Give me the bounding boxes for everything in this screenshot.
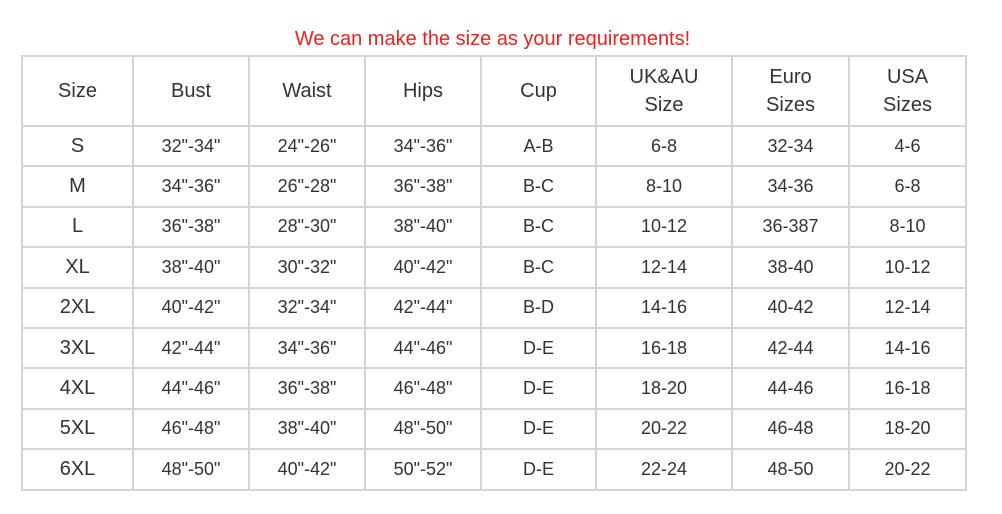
table-cell: 6-8	[848, 165, 967, 208]
table-cell: 2XL	[21, 286, 134, 329]
table-cell: B-D	[480, 286, 597, 329]
table-cell: 32"-34"	[132, 124, 250, 168]
table-cell: 18-20	[848, 407, 967, 451]
table-cell: 38"-40"	[132, 246, 250, 289]
table-cell: 32-34	[731, 124, 850, 168]
table-cell: 48"-50"	[132, 448, 250, 491]
table-cell: 32"-34"	[248, 286, 366, 329]
table-cell: 18-20	[595, 367, 733, 410]
table-cell: 40"-42"	[364, 246, 482, 289]
table-cell: B-C	[480, 165, 597, 208]
table-cell: 38-40	[731, 246, 850, 289]
table-row: 4XL 44"-46" 36"-38" 46"-48" D-E 18-20 44-46 16-…	[21, 367, 967, 410]
table-row: L 36"-38" 28"-30" 38"-40" B-C 10-12 36-387 8-10	[21, 205, 967, 249]
table-cell: 6-8	[595, 124, 733, 168]
table-cell: 12-14	[848, 286, 967, 329]
column-header: Cup	[480, 55, 597, 127]
table-cell: 46-48	[731, 407, 850, 451]
table-cell: 34"-36"	[364, 124, 482, 168]
table-cell: S	[21, 124, 134, 168]
column-header: Bust	[132, 55, 250, 127]
table-row: 5XL 46"-48" 38"-40" 48"-50" D-E 20-22 46-48 18-…	[21, 407, 967, 451]
table-cell: 46"-48"	[364, 367, 482, 410]
table-row: S 32"-34" 24"-26" 34"-36" A-B 6-8 32-34 4-6	[21, 124, 967, 168]
table-cell: 42"-44"	[132, 326, 250, 370]
table-cell: 30"-32"	[248, 246, 366, 289]
column-header: Size	[21, 55, 134, 127]
table-cell: XL	[21, 246, 134, 289]
table-row: 2XL 40"-42" 32"-34" 42"-44" B-D 14-16 40-42 12-…	[21, 286, 967, 329]
table-cell: 22-24	[595, 448, 733, 491]
table-cell: 26"-28"	[248, 165, 366, 208]
table-cell: 40-42	[731, 286, 850, 329]
table-cell: 48-50	[731, 448, 850, 491]
table-cell: 4XL	[21, 367, 134, 410]
table-cell: 44"-46"	[132, 367, 250, 410]
table-cell: 38"-40"	[248, 407, 366, 451]
table-cell: D-E	[480, 448, 597, 491]
table-cell: 38"-40"	[364, 205, 482, 249]
table-row: 6XL 48"-50" 40"-42" 50"-52" D-E 22-24 48-50 20-…	[21, 448, 967, 491]
table-cell: 14-16	[595, 286, 733, 329]
table-cell: D-E	[480, 407, 597, 451]
table-cell: 46"-48"	[132, 407, 250, 451]
table-cell: 48"-50"	[364, 407, 482, 451]
header-row: Size Bust Waist Hips Cup UK&AU Size Euro Sizes…	[21, 55, 967, 127]
table-cell: 24"-26"	[248, 124, 366, 168]
column-header: UK&AU Size	[595, 55, 733, 127]
table-cell: 28"-30"	[248, 205, 366, 249]
table-cell: D-E	[480, 367, 597, 410]
table-cell: L	[21, 205, 134, 249]
table-cell: 40"-42"	[132, 286, 250, 329]
table-cell: M	[21, 165, 134, 208]
table-cell: 20-22	[595, 407, 733, 451]
table-cell: 5XL	[21, 407, 134, 451]
table-row: M 34"-36" 26"-28" 36"-38" B-C 8-10 34-36 6-8	[21, 165, 967, 208]
table-cell: 20-22	[848, 448, 967, 491]
table-cell: D-E	[480, 326, 597, 370]
table-cell: 44-46	[731, 367, 850, 410]
column-header: Waist	[248, 55, 366, 127]
table-cell: 16-18	[595, 326, 733, 370]
table-cell: 8-10	[848, 205, 967, 249]
table-row: XL 38"-40" 30"-32" 40"-42" B-C 12-14 38-40 10-1…	[21, 246, 967, 289]
table-cell: 40"-42"	[248, 448, 366, 491]
table-cell: 12-14	[595, 246, 733, 289]
column-header: Hips	[364, 55, 482, 127]
table-cell: 36"-38"	[364, 165, 482, 208]
table-cell: 42-44	[731, 326, 850, 370]
table-cell: 36"-38"	[132, 205, 250, 249]
table-cell: 34-36	[731, 165, 850, 208]
table-cell: 4-6	[848, 124, 967, 168]
table-cell: 36-387	[731, 205, 850, 249]
table-cell: B-C	[480, 205, 597, 249]
table-cell: 34"-36"	[132, 165, 250, 208]
size-chart-table: Size Bust Waist Hips Cup UK&AU Size Euro Sizes…	[21, 55, 967, 491]
table-cell: 42"-44"	[364, 286, 482, 329]
table-cell: 34"-36"	[248, 326, 366, 370]
table-cell: 44"-46"	[364, 326, 482, 370]
table-cell: 10-12	[848, 246, 967, 289]
table-cell: 50"-52"	[364, 448, 482, 491]
table-cell: 8-10	[595, 165, 733, 208]
table-cell: 14-16	[848, 326, 967, 370]
column-header: USA Sizes	[848, 55, 967, 127]
table-row: 3XL 42"-44" 34"-36" 44"-46" D-E 16-18 42-44 14-…	[21, 326, 967, 370]
size-chart-title: We can make the size as your requirement…	[294, 28, 691, 50]
table-cell: 6XL	[21, 448, 134, 491]
column-header: Euro Sizes	[731, 55, 850, 127]
table-cell: A-B	[480, 124, 597, 168]
table-cell: 36"-38"	[248, 367, 366, 410]
table-cell: B-C	[480, 246, 597, 289]
table-cell: 3XL	[21, 326, 134, 370]
table-cell: 16-18	[848, 367, 967, 410]
table-cell: 10-12	[595, 205, 733, 249]
